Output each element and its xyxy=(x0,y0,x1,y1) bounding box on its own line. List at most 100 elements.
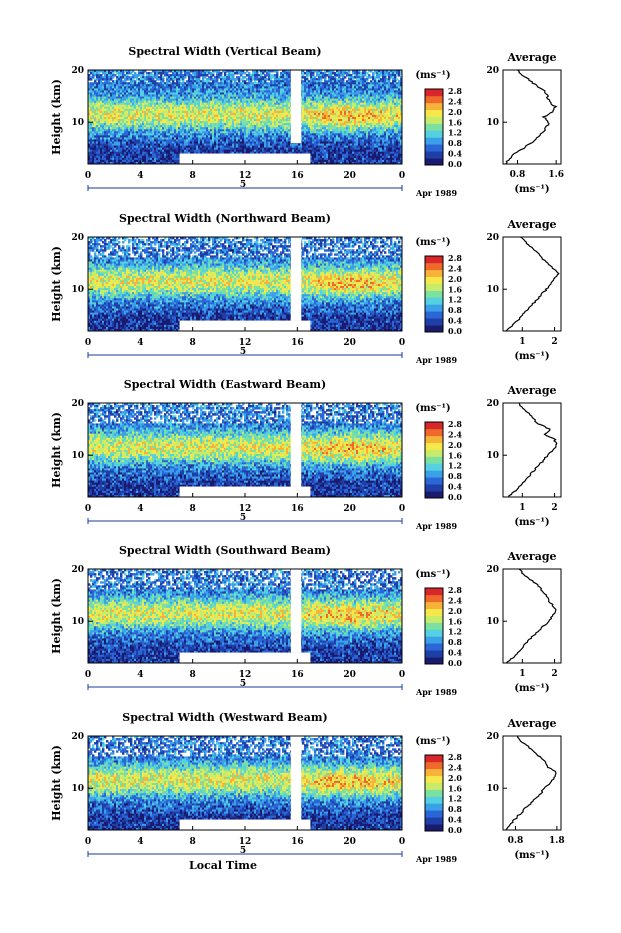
colorbar-tick-label: 1.2 xyxy=(448,295,462,305)
profile-x-label: (ms⁻¹) xyxy=(514,517,549,528)
profile-x-tick-label: 2 xyxy=(551,503,557,513)
x-tick-label: 0 xyxy=(85,171,91,181)
y-tick-label: 20 xyxy=(71,732,84,742)
colorbar-tick-label: 0.0 xyxy=(448,159,462,169)
colorbar-tick-label: 0.0 xyxy=(448,825,462,835)
profile-x-tick-label: 1.8 xyxy=(549,836,565,846)
colorbar-swatch xyxy=(425,450,443,457)
colorbar-tick-label: 0.8 xyxy=(448,138,462,148)
colorbar-tick-label: 2.4 xyxy=(448,96,462,106)
colorbar-swatch xyxy=(425,629,443,636)
profile-line xyxy=(509,403,557,497)
colorbar-swatch xyxy=(425,284,443,291)
y-tick-label: 20 xyxy=(71,233,84,243)
colorbar-tick-label: 2.8 xyxy=(448,419,462,429)
colorbar-tick-label: 2.4 xyxy=(448,263,462,273)
colorbar-tick-label: 2.4 xyxy=(448,762,462,772)
panel-1: Spectral Width (Northward Beam)Height (k… xyxy=(50,212,561,365)
colorbar-swatch xyxy=(425,256,443,263)
colorbar-tick-label: 1.6 xyxy=(448,450,462,460)
panel-3: Spectral Width (Southward Beam)Height (k… xyxy=(50,544,561,697)
colorbar-swatch xyxy=(425,318,443,325)
date-label: Apr 1989 xyxy=(415,188,458,198)
profile-line xyxy=(506,736,556,830)
y-tick-label: 10 xyxy=(71,285,84,295)
y-tick-label: 20 xyxy=(71,66,84,76)
panel-title: Spectral Width (Southward Beam) xyxy=(119,544,331,557)
colorbar-swatch xyxy=(425,89,443,96)
colorbar-unit: (ms⁻¹) xyxy=(415,403,450,414)
colorbar-swatch xyxy=(425,470,443,477)
date-label: Apr 1989 xyxy=(415,521,458,531)
colorbar-tick-label: 0.0 xyxy=(448,492,462,502)
profile-x-label: (ms⁻¹) xyxy=(514,351,549,362)
colorbar-swatch xyxy=(425,443,443,450)
panel-title: Spectral Width (Northward Beam) xyxy=(119,212,331,225)
date-label: Apr 1989 xyxy=(415,854,458,864)
x-tick-label: 0 xyxy=(399,338,405,348)
missing-data-region xyxy=(291,569,301,653)
heatmap-cells xyxy=(88,403,402,497)
colorbar-tick-label: 0.8 xyxy=(448,471,462,481)
colorbar-swatch xyxy=(425,110,443,117)
colorbar-tick-label: 2.8 xyxy=(448,585,462,595)
colorbar-swatch xyxy=(425,769,443,776)
profile-y-tick-label: 10 xyxy=(486,784,499,794)
profile-x-label: (ms⁻¹) xyxy=(514,850,549,861)
profile-title: Average xyxy=(506,51,556,64)
x-tick-label: 0 xyxy=(399,837,405,847)
colorbar-swatch xyxy=(425,457,443,464)
profile-x-tick-label: 0.8 xyxy=(508,836,524,846)
colorbar-unit: (ms⁻¹) xyxy=(415,237,450,248)
x-tick-label: 20 xyxy=(343,837,356,847)
profile-x-tick-label: 0.8 xyxy=(510,170,526,180)
date-tick-label: 5 xyxy=(240,846,246,856)
x-tick-label: 20 xyxy=(343,670,356,680)
colorbar-swatch xyxy=(425,776,443,783)
colorbar-swatch xyxy=(425,96,443,103)
x-tick-label: 4 xyxy=(137,338,143,348)
colorbar-swatch xyxy=(425,291,443,298)
profile-title: Average xyxy=(506,384,556,397)
y-tick-label: 20 xyxy=(71,565,84,575)
colorbar-tick-label: 1.6 xyxy=(448,616,462,626)
missing-data-region xyxy=(291,237,301,321)
profile-y-tick-label: 20 xyxy=(486,565,499,575)
colorbar-tick-label: 2.0 xyxy=(448,274,462,284)
panel-title: Spectral Width (Vertical Beam) xyxy=(128,45,321,58)
colorbar-tick-label: 0.4 xyxy=(448,482,462,492)
profile-title: Average xyxy=(506,550,556,563)
x-tick-label: 0 xyxy=(85,670,91,680)
date-tick-label: 5 xyxy=(240,180,246,190)
colorbar-tick-label: 2.8 xyxy=(448,752,462,762)
heatmap-cells xyxy=(88,237,402,331)
panel-0: Spectral Width (Vertical Beam)Height (km… xyxy=(50,45,564,198)
colorbar-swatch xyxy=(425,657,443,664)
profile-x-label: (ms⁻¹) xyxy=(514,184,549,195)
x-tick-label: 8 xyxy=(190,670,196,680)
y-axis-label: Height (km) xyxy=(50,745,63,821)
colorbar-swatch xyxy=(425,491,443,498)
colorbar-swatch xyxy=(425,636,443,643)
colorbar-swatch xyxy=(425,103,443,110)
x-tick-label: 16 xyxy=(291,670,304,680)
colorbar-tick-label: 2.4 xyxy=(448,429,462,439)
heatmap-cells xyxy=(88,70,402,164)
date-label: Apr 1989 xyxy=(415,355,458,365)
date-tick-label: 5 xyxy=(240,679,246,689)
panel-4: Spectral Width (Westward Beam)Height (km… xyxy=(50,711,565,872)
colorbar-swatch xyxy=(425,602,443,609)
colorbar-tick-label: 1.6 xyxy=(448,783,462,793)
colorbar-tick-label: 0.0 xyxy=(448,658,462,668)
colorbar-swatch xyxy=(425,436,443,443)
profile-frame xyxy=(503,237,561,331)
colorbar-swatch xyxy=(425,810,443,817)
colorbar-tick-label: 0.4 xyxy=(448,815,462,825)
colorbar-swatch xyxy=(425,311,443,318)
colorbar-tick-label: 2.4 xyxy=(448,595,462,605)
x-tick-label: 8 xyxy=(190,171,196,181)
colorbar-tick-label: 0.8 xyxy=(448,305,462,315)
missing-data-region xyxy=(291,70,301,143)
